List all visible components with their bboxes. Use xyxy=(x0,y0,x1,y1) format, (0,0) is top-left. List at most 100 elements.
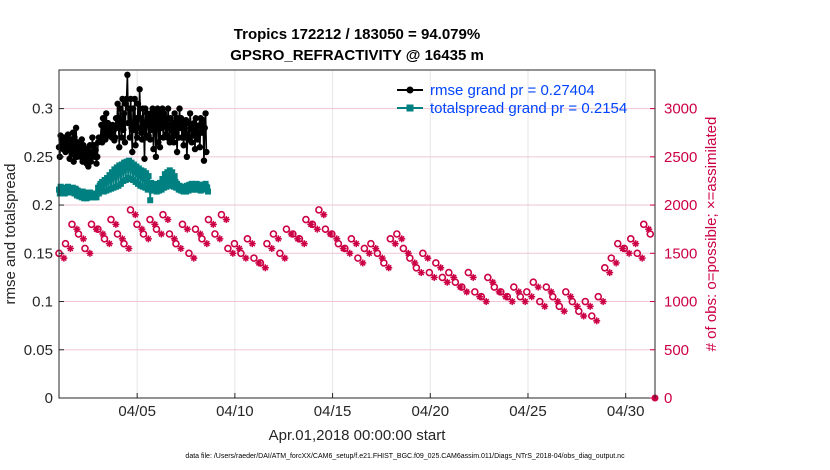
asterisk-stroke xyxy=(262,264,269,271)
totalspread-point xyxy=(204,184,211,191)
asterisk-stroke xyxy=(60,255,67,262)
obs-assimilated-point xyxy=(151,220,159,228)
asterisk-stroke xyxy=(151,221,158,228)
obs-assimilated-point xyxy=(612,259,620,267)
totalspread-series xyxy=(56,157,212,204)
rmse-point xyxy=(180,142,187,149)
asterisk-stroke xyxy=(320,211,327,218)
rmse-point xyxy=(120,126,127,134)
obs-assimilated-point xyxy=(320,211,328,219)
obs-possible-point xyxy=(536,297,544,306)
asterisk-stroke xyxy=(509,298,516,305)
asterisk-stroke xyxy=(106,240,113,247)
obs-assimilated-point xyxy=(417,269,425,277)
rmse-point xyxy=(114,100,121,107)
obs-possible-point xyxy=(224,244,232,253)
rmse-point xyxy=(173,119,180,127)
obs-assimilated-point xyxy=(534,283,542,291)
obs-assimilated-point xyxy=(287,230,295,238)
y-axis-label-left: rmse and totalspread xyxy=(2,164,19,305)
rmse-point xyxy=(194,136,201,143)
obs-possible-point xyxy=(613,239,622,248)
asterisk-stroke xyxy=(346,250,353,257)
asterisk-stroke xyxy=(294,235,301,242)
asterisk-stroke xyxy=(164,216,171,223)
rmse-point xyxy=(147,136,154,143)
totalspread-point xyxy=(147,197,154,204)
asterisk-stroke xyxy=(548,288,555,295)
obs-possible-point xyxy=(133,220,141,229)
obs-assimilated-point xyxy=(144,235,152,243)
obs-assimilated-point xyxy=(164,216,172,224)
obs-assimilated-point xyxy=(424,254,432,262)
obs-possible-point xyxy=(347,235,356,243)
asterisk-stroke xyxy=(184,226,191,233)
asterisk-stroke xyxy=(93,226,100,233)
obs-possible-point xyxy=(321,225,330,233)
rmse-point xyxy=(135,124,143,132)
obs-possible-point xyxy=(523,288,531,296)
asterisk-stroke xyxy=(138,226,145,233)
asterisk-stroke xyxy=(229,250,236,257)
rmse-point xyxy=(104,119,112,127)
asterisk-stroke xyxy=(418,269,425,276)
obs-assimilated-point xyxy=(404,249,412,257)
rmse-point xyxy=(120,110,128,117)
obs-possible-point xyxy=(315,206,323,214)
asterisk-stroke xyxy=(476,293,483,300)
obs-assimilated-point xyxy=(567,293,575,301)
asterisk-stroke xyxy=(210,221,217,228)
rmse-point xyxy=(113,124,121,132)
asterisk-stroke xyxy=(561,308,568,315)
obs-assimilated-point xyxy=(619,244,627,252)
rmse-point xyxy=(116,105,124,112)
obs-possible-point xyxy=(126,206,135,214)
y-tick-label-right: 0 xyxy=(664,390,672,407)
obs-possible-point xyxy=(178,220,187,229)
rmse-point xyxy=(144,119,151,127)
asterisk-stroke xyxy=(600,298,607,305)
obs-assimilated-point xyxy=(573,302,581,310)
rmse-point xyxy=(78,136,86,143)
rmse-point xyxy=(115,115,122,122)
obs-possible-point xyxy=(639,220,648,229)
rmse-point xyxy=(183,153,191,161)
obs-possible-point xyxy=(185,249,193,258)
asterisk-stroke xyxy=(528,293,535,300)
asterisk-stroke xyxy=(132,211,139,218)
obs-assimilated-point xyxy=(196,230,204,238)
obs-assimilated-point xyxy=(515,288,523,296)
obs-assimilated-point xyxy=(281,254,289,262)
totalspread-point xyxy=(93,194,100,201)
obs-assimilated-point xyxy=(300,240,308,248)
obs-assimilated-point xyxy=(398,235,406,243)
rmse-point xyxy=(63,136,70,143)
obs-assimilated-point xyxy=(385,264,393,272)
x-tick-label: 04/10 xyxy=(216,403,254,420)
asterisk-stroke xyxy=(177,245,184,252)
obs-possible-point xyxy=(367,239,375,248)
totalspread-point xyxy=(205,188,212,195)
chart-title-line-1: Tropics 172212 / 183050 = 94.079% xyxy=(234,26,480,43)
asterisk-stroke xyxy=(392,240,399,247)
totalspread-point xyxy=(144,186,151,193)
obs-possible-point xyxy=(263,239,271,248)
rmse-point xyxy=(148,126,156,134)
obs-assimilated-point xyxy=(157,230,165,238)
obs-possible-point xyxy=(159,210,167,219)
asterisk-stroke xyxy=(314,226,321,233)
rmse-point xyxy=(99,115,107,122)
rmse-point xyxy=(117,119,125,127)
rmse-point xyxy=(173,148,181,156)
obs-assimilated-point xyxy=(508,298,516,306)
y-tick-label-left: 0.3 xyxy=(32,101,53,118)
obs-assimilated-point xyxy=(131,211,139,219)
data-file-footer: data file: /Users/raeder/DAI/ATM_forcXX/… xyxy=(185,453,625,460)
rmse-point xyxy=(199,129,206,136)
rmse-point xyxy=(71,134,78,141)
obs-assimilated-point xyxy=(554,298,562,306)
obs-assimilated-point xyxy=(346,249,354,257)
asterisk-stroke xyxy=(437,264,444,271)
rmse-point xyxy=(156,143,164,151)
obs-assimilated-point xyxy=(105,240,113,248)
